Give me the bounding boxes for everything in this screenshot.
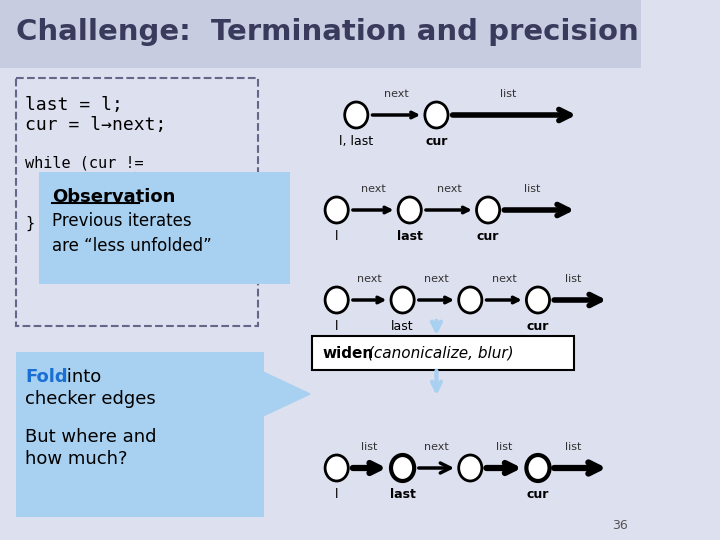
Text: }: }	[25, 216, 34, 231]
Text: if (...) last = cur;: if (...) last = cur;	[25, 176, 225, 191]
Text: widen: widen	[323, 346, 374, 361]
Text: list: list	[524, 184, 541, 194]
Text: list: list	[361, 442, 378, 452]
Text: cur: cur	[527, 488, 549, 501]
FancyBboxPatch shape	[16, 78, 258, 326]
Circle shape	[345, 102, 368, 128]
Circle shape	[398, 197, 421, 223]
Text: into: into	[60, 368, 101, 386]
Circle shape	[325, 455, 348, 481]
Circle shape	[526, 287, 549, 313]
Text: next: next	[492, 274, 516, 284]
Text: list: list	[565, 442, 582, 452]
Text: l: l	[335, 320, 338, 333]
Text: cur: cur	[477, 230, 499, 243]
Text: list: list	[500, 89, 516, 99]
Text: last: last	[397, 230, 423, 243]
Circle shape	[325, 287, 348, 313]
Text: l: l	[335, 488, 338, 501]
Circle shape	[391, 455, 414, 481]
Circle shape	[425, 102, 448, 128]
Text: cur: cur	[527, 320, 549, 333]
Polygon shape	[69, 172, 135, 258]
Text: Previous iterates
are “less unfolded”: Previous iterates are “less unfolded”	[52, 212, 212, 255]
Circle shape	[459, 455, 482, 481]
Text: Fold: Fold	[25, 368, 68, 386]
FancyBboxPatch shape	[16, 352, 264, 517]
Text: next: next	[357, 274, 382, 284]
Text: next: next	[361, 184, 386, 194]
Text: cur = l→next;: cur = l→next;	[25, 116, 166, 134]
Text: while (cur !=: while (cur !=	[25, 156, 143, 171]
Text: cur = cur→ next;: cur = cur→ next;	[25, 196, 207, 211]
Text: (canonicalize, blur): (canonicalize, blur)	[364, 346, 514, 361]
Text: Challenge:  Termination and precision: Challenge: Termination and precision	[16, 18, 639, 46]
Circle shape	[325, 197, 348, 223]
Circle shape	[526, 455, 549, 481]
Text: last: last	[391, 320, 414, 333]
Text: list: list	[565, 274, 582, 284]
Text: next: next	[424, 442, 449, 452]
Circle shape	[477, 197, 500, 223]
Circle shape	[391, 287, 414, 313]
Text: how much?: how much?	[25, 450, 127, 468]
Text: Observation: Observation	[52, 188, 175, 206]
Text: list: list	[496, 442, 513, 452]
Text: l: l	[335, 230, 338, 243]
Text: last = l;: last = l;	[25, 96, 123, 114]
Text: But where and: But where and	[25, 428, 156, 446]
Text: l, last: l, last	[339, 135, 374, 148]
Text: next: next	[384, 89, 409, 99]
FancyBboxPatch shape	[0, 0, 642, 68]
Text: checker edges: checker edges	[25, 390, 156, 408]
Polygon shape	[233, 358, 310, 430]
Text: next: next	[424, 274, 449, 284]
Text: cur: cur	[426, 135, 448, 148]
Circle shape	[459, 287, 482, 313]
FancyBboxPatch shape	[312, 336, 574, 370]
Text: next: next	[436, 184, 462, 194]
FancyBboxPatch shape	[39, 172, 290, 284]
Text: 36: 36	[612, 519, 628, 532]
Text: last: last	[390, 488, 415, 501]
